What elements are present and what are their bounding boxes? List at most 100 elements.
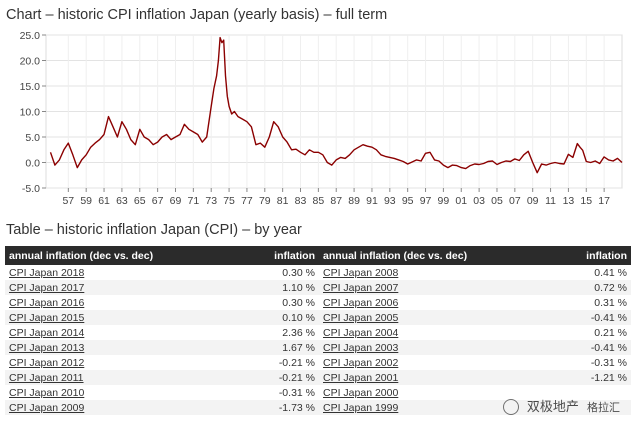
- cpi-year-cell: CPI Japan 2005: [319, 310, 475, 325]
- table-row: CPI Japan 2014 2.36 % CPI Japan 2004 0.21 %: [5, 325, 631, 340]
- header-annual-inflation-left: annual inflation (dec vs. dec): [9, 249, 154, 262]
- x-tick-label: 91: [366, 195, 378, 207]
- inflation-value-cell: 1.67 %: [162, 340, 319, 355]
- cpi-year-link[interactable]: CPI Japan 2015: [9, 311, 85, 324]
- x-tick-label: 73: [205, 195, 217, 207]
- table-row: CPI Japan 2010 -0.31 % CPI Japan 2000: [5, 385, 631, 400]
- x-tick-label: 67: [152, 195, 164, 207]
- cpi-year-cell: CPI Japan 2017: [5, 280, 162, 295]
- inflation-value: 0.72 %: [594, 281, 627, 294]
- x-tick-label: 75: [223, 195, 235, 207]
- cpi-year-link[interactable]: CPI Japan 2017: [9, 281, 85, 294]
- grid-layer: [46, 34, 622, 189]
- x-tick-label: 09: [527, 195, 539, 207]
- x-tick-label: 63: [116, 195, 128, 207]
- cpi-year-cell: CPI Japan 2009: [5, 400, 162, 415]
- inflation-value-cell: 0.10 %: [162, 310, 319, 325]
- cpi-year-link[interactable]: CPI Japan 2018: [9, 266, 85, 279]
- inflation-value-cell: 1.10 %: [162, 280, 319, 295]
- cpi-year-cell: CPI Japan 2011: [5, 370, 162, 385]
- wechat-icon: [502, 399, 519, 415]
- cpi-year-link[interactable]: CPI Japan 2013: [9, 341, 85, 354]
- inflation-value-cell: 0.30 %: [162, 295, 319, 310]
- inflation-value: 0.31 %: [594, 296, 627, 309]
- inflation-value: 1.67 %: [282, 341, 315, 354]
- cpi-year-cell: CPI Japan 2003: [319, 340, 475, 355]
- watermark-subtext: 格拉汇: [587, 400, 620, 414]
- inflation-value: -0.41 %: [590, 341, 627, 354]
- cpi-year-link[interactable]: CPI Japan 2006: [323, 296, 399, 309]
- inflation-value: -0.21 %: [278, 356, 315, 369]
- inflation-value: -0.41 %: [590, 311, 627, 324]
- inflation-value-cell: 0.72 %: [475, 280, 631, 295]
- cpi-year-link[interactable]: CPI Japan 2016: [9, 296, 85, 309]
- x-tick-label: 69: [170, 195, 182, 207]
- table-body: CPI Japan 2018 0.30 % CPI Japan 2008 0.41 %…: [5, 265, 631, 415]
- cpi-year-link[interactable]: CPI Japan 2005: [323, 311, 399, 324]
- cpi-year-cell: CPI Japan 2015: [5, 310, 162, 325]
- inflation-value-cell: 0.30 %: [162, 265, 319, 280]
- x-tick-label: 61: [98, 195, 110, 207]
- inflation-value: -1.21 %: [590, 371, 627, 384]
- cpi-year-link[interactable]: CPI Japan 2010: [9, 386, 85, 399]
- y-tick-label: 15.0: [20, 81, 41, 93]
- inflation-value: 1.10 %: [282, 281, 315, 294]
- x-tick-label: 07: [509, 195, 521, 207]
- cpi-year-link[interactable]: CPI Japan 2001: [323, 371, 399, 384]
- inflation-value-cell: -0.41 %: [475, 310, 631, 325]
- x-tick-label: 87: [330, 195, 342, 207]
- cpi-year-link[interactable]: CPI Japan 1999: [323, 401, 399, 414]
- table-row: CPI Japan 2012 -0.21 % CPI Japan 2002 -0.31…: [5, 355, 631, 370]
- table-row: CPI Japan 2016 0.30 % CPI Japan 2006 0.31 %: [5, 295, 631, 310]
- cpi-year-link[interactable]: CPI Japan 2009: [9, 401, 85, 414]
- x-tick-label: 95: [402, 195, 414, 207]
- cpi-year-cell: CPI Japan 2012: [5, 355, 162, 370]
- cpi-year-cell: CPI Japan 2007: [319, 280, 475, 295]
- table-row: CPI Japan 2017 1.10 % CPI Japan 2007 0.72 %: [5, 280, 631, 295]
- inflation-value-cell: 0.41 %: [475, 265, 631, 280]
- y-tick-label: -5.0: [22, 183, 40, 195]
- inflation-value-cell: 0.31 %: [475, 295, 631, 310]
- header-annual-inflation-right: annual inflation (dec vs. dec): [323, 249, 468, 262]
- x-tick-label: 17: [598, 195, 610, 207]
- y-tick-label: 10.0: [20, 107, 41, 119]
- cpi-year-link[interactable]: CPI Japan 2008: [323, 266, 399, 279]
- header-inflation-right: inflation: [586, 249, 627, 262]
- x-tick-label: 85: [313, 195, 325, 207]
- x-tick-label: 59: [80, 195, 92, 207]
- inflation-value: -1.73 %: [278, 401, 315, 414]
- cpi-year-link[interactable]: CPI Japan 2000: [323, 386, 399, 399]
- table-header-row: annual inflation (dec vs. dec) inflation…: [5, 246, 631, 265]
- x-tick-label: 01: [455, 195, 467, 207]
- inflation-value-cell: -0.31 %: [475, 355, 631, 370]
- inflation-value: 0.21 %: [594, 326, 627, 339]
- cpi-year-link[interactable]: CPI Japan 2011: [9, 371, 84, 384]
- inflation-value-cell: -0.31 %: [162, 385, 319, 400]
- inflation-value-cell: 2.36 %: [162, 325, 319, 340]
- inflation-value: 0.10 %: [282, 311, 315, 324]
- x-tick-label: 83: [295, 195, 307, 207]
- inflation-value: -0.31 %: [278, 386, 315, 399]
- cpi-year-cell: CPI Japan 2001: [319, 370, 475, 385]
- cpi-year-link[interactable]: CPI Japan 2004: [323, 326, 399, 339]
- x-tick-label: 65: [134, 195, 146, 207]
- x-tick-label: 77: [241, 195, 253, 207]
- cpi-year-cell: CPI Japan 2014: [5, 325, 162, 340]
- inflation-value-cell: 0.21 %: [475, 325, 631, 340]
- table-row: CPI Japan 2015 0.10 % CPI Japan 2005 -0.41 …: [5, 310, 631, 325]
- chart-title: Chart – historic CPI inflation Japan (ye…: [6, 7, 388, 23]
- x-tick-label: 89: [348, 195, 360, 207]
- inflation-value-cell: -0.41 %: [475, 340, 631, 355]
- cpi-year-link[interactable]: CPI Japan 2014: [9, 326, 85, 339]
- cpi-year-cell: CPI Japan 1999: [319, 400, 475, 415]
- inflation-value: -0.21 %: [278, 371, 315, 384]
- table-row: CPI Japan 2018 0.30 % CPI Japan 2008 0.41 %: [5, 265, 631, 280]
- cpi-year-link[interactable]: CPI Japan 2007: [323, 281, 399, 294]
- inflation-table: annual inflation (dec vs. dec) inflation…: [5, 246, 631, 415]
- cpi-year-link[interactable]: CPI Japan 2003: [323, 341, 399, 354]
- x-tick-label: 05: [491, 195, 503, 207]
- cpi-year-link[interactable]: CPI Japan 2012: [9, 356, 85, 369]
- cpi-year-link[interactable]: CPI Japan 2002: [323, 356, 399, 369]
- y-tick-label: 25.0: [20, 30, 41, 42]
- inflation-value-cell: -0.21 %: [162, 370, 319, 385]
